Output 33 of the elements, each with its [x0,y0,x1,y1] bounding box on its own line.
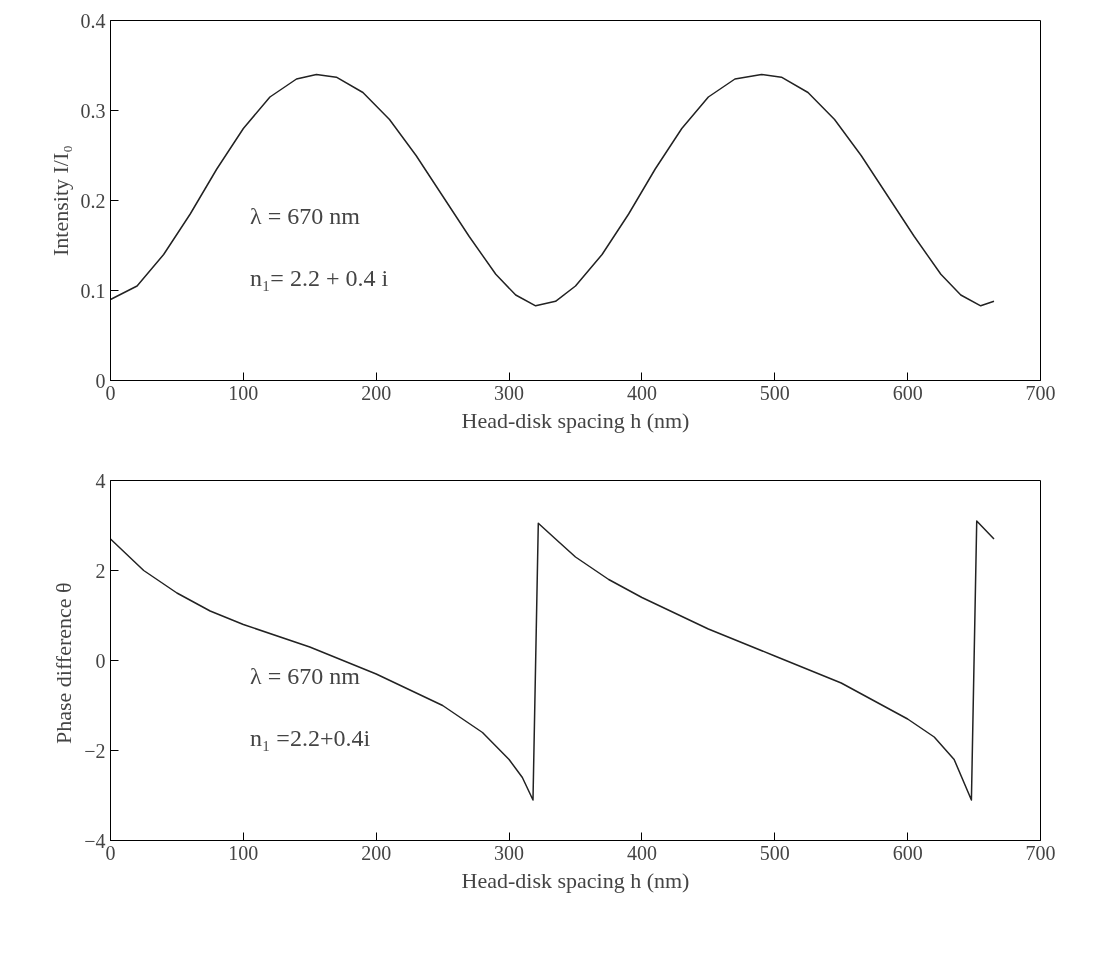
x-tick-label: 500 [759,841,790,864]
y-tick-label: −4 [84,829,106,852]
x-tick-label: 100 [228,381,259,404]
y-tick-label: 0 [95,649,106,672]
x-tick-label: 100 [228,841,259,864]
y-tick-label: −2 [84,739,106,762]
y-tick-label: 4 [95,469,106,492]
annotation: n₁ =2.2+0.4i [250,724,371,751]
x-axis-title: Head-disk spacing h (nm) [461,407,690,433]
y-tick-label: 0.1 [80,279,106,302]
y-tick-label: 0.3 [80,99,106,122]
y-axis-title: Intensity I/I₀ [47,145,73,256]
y-axis-title: Phase difference θ [51,582,77,745]
x-tick-label: 400 [626,381,657,404]
x-axis-title: Head-disk spacing h (nm) [461,867,690,893]
annotation: n₁= 2.2 + 0.4 i [250,264,389,291]
x-tick-label: 200 [361,381,392,404]
annotation: λ = 670 nm [250,203,361,230]
annotation: λ = 670 nm [250,663,361,690]
x-tick-label: 500 [759,381,790,404]
y-tick-label: 2 [95,559,106,582]
x-tick-label: 300 [494,381,525,404]
x-tick-label: 700 [1025,841,1056,864]
x-tick-label: 700 [1025,381,1056,404]
line-series [110,73,995,307]
y-tick-label: 0.4 [80,9,106,32]
x-tick-label: 600 [892,381,923,404]
x-tick-label: 200 [361,841,392,864]
x-tick-label: 300 [494,841,525,864]
x-tick-label: 400 [626,841,657,864]
y-tick-label: 0.2 [80,189,106,212]
line-series [110,520,995,801]
x-tick-label: 600 [892,841,923,864]
